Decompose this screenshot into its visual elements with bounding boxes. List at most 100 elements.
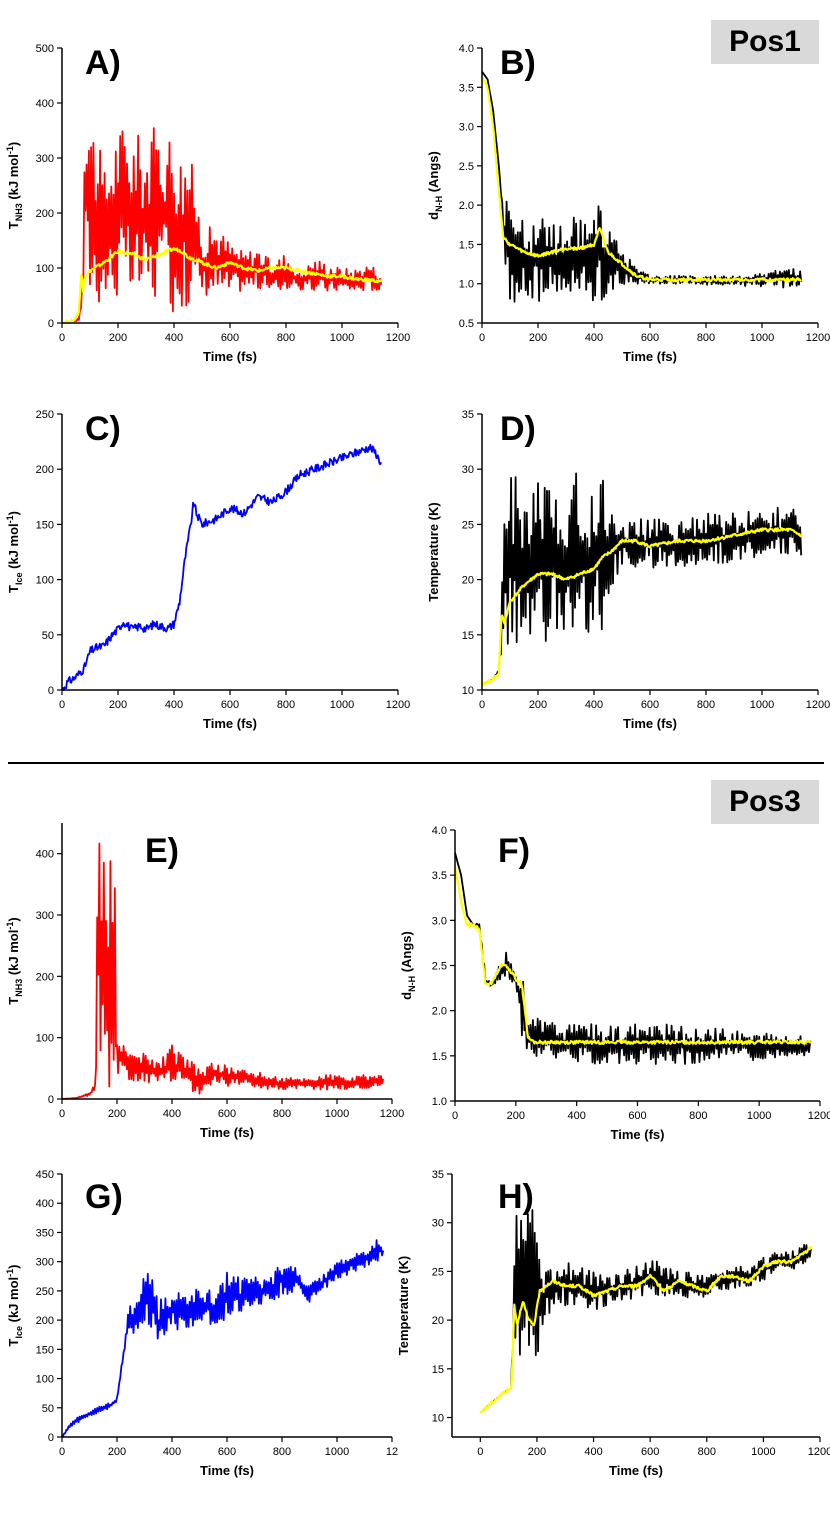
y-axis-label-F: dN-H (Angs) — [399, 931, 417, 1000]
x-tick-label-B: 400 — [585, 332, 603, 344]
y-axis-label-D: Temperature (K) — [426, 502, 441, 601]
series-B-raw — [481, 71, 803, 303]
x-axis-label-C: Time (fs) — [203, 716, 257, 731]
x-tick-label-E: 1200 — [380, 1108, 404, 1120]
y-tick-label-B: 3.5 — [459, 82, 474, 94]
y-tick-label-H: 25 — [432, 1266, 444, 1278]
x-axis-label-E: Time (fs) — [200, 1125, 254, 1140]
y-tick-label-H: 10 — [432, 1413, 444, 1425]
x-tick-label-C: 800 — [277, 699, 295, 711]
y-tick-label-G: 150 — [36, 1344, 54, 1356]
pos3-tag: Pos3 — [711, 780, 819, 824]
x-tick-label-F: 0 — [452, 1110, 458, 1122]
y-tick-label-A: 100 — [36, 263, 54, 275]
y-tick-label-B: 1.0 — [459, 279, 474, 291]
x-axis-label-F: Time (fs) — [611, 1127, 665, 1142]
x-tick-label-H: 0 — [477, 1446, 483, 1458]
x-tick-label-B: 200 — [529, 332, 547, 344]
x-tick-label-E: 600 — [218, 1108, 236, 1120]
x-tick-label-F: 200 — [507, 1110, 525, 1122]
x-tick-label-D: 800 — [697, 699, 715, 711]
series-A-smoothed — [61, 246, 383, 325]
series-C-raw — [61, 443, 383, 691]
x-tick-label-E: 400 — [163, 1108, 181, 1120]
y-axis-label-A: TNH3 (kJ mol-1) — [5, 142, 24, 229]
y-tick-label-G: 200 — [36, 1315, 54, 1327]
y-tick-label-D: 20 — [462, 575, 474, 587]
x-tick-label-H: 600 — [641, 1446, 659, 1458]
x-tick-label-G: 0 — [59, 1446, 65, 1458]
y-tick-label-G: 250 — [36, 1286, 54, 1298]
series-F-smoothed — [453, 866, 812, 1046]
y-tick-label-G: 50 — [42, 1403, 54, 1415]
panel-label-A: A) — [85, 44, 121, 82]
x-tick-label-G: 12 — [386, 1446, 398, 1458]
x-axis-label-B: Time (fs) — [623, 349, 677, 364]
y-axis-label-C: TIce (kJ mol-1) — [5, 511, 24, 593]
x-tick-label-B: 1200 — [806, 332, 830, 344]
panel-label-H: H) — [498, 1178, 534, 1216]
x-tick-label-A: 800 — [277, 332, 295, 344]
x-tick-label-C: 1000 — [330, 699, 354, 711]
y-tick-label-H: 20 — [432, 1315, 444, 1327]
x-tick-label-C: 1200 — [386, 699, 410, 711]
x-tick-label-H: 200 — [528, 1446, 546, 1458]
y-tick-label-C: 150 — [36, 519, 54, 531]
x-tick-label-D: 1000 — [750, 699, 774, 711]
y-tick-label-F: 2.5 — [432, 961, 447, 973]
x-tick-label-H: 1200 — [808, 1446, 830, 1458]
x-tick-label-G: 200 — [108, 1446, 126, 1458]
panel-label-E: E) — [145, 832, 179, 870]
x-tick-label-G: 400 — [163, 1446, 181, 1458]
x-tick-label-D: 400 — [585, 699, 603, 711]
y-tick-label-C: 250 — [36, 409, 54, 421]
x-axis-label-G: Time (fs) — [200, 1463, 254, 1478]
series-F-raw — [454, 852, 812, 1065]
y-tick-label-A: 0 — [48, 318, 54, 330]
x-tick-label-A: 1200 — [386, 332, 410, 344]
y-tick-label-B: 0.5 — [459, 318, 474, 330]
section-divider — [8, 762, 824, 764]
series-B-smoothed — [480, 75, 802, 283]
x-tick-label-F: 1200 — [808, 1110, 830, 1122]
x-tick-label-A: 200 — [109, 332, 127, 344]
panel-B: B) 0 200 400 600 800 1000 1200 0.5 1.0 1.5 2.0 2.5 3.… — [426, 43, 830, 364]
panel-F: F) 0 200 400 600 800 1000 1200 1.0 1.5 2.0 2.5 3.0 3.… — [399, 825, 830, 1142]
x-tick-label-E: 800 — [273, 1108, 291, 1120]
y-tick-label-G: 300 — [36, 1257, 54, 1269]
x-tick-label-C: 200 — [109, 699, 127, 711]
y-tick-label-E: 400 — [36, 849, 54, 861]
panel-D: D) 0 200 400 600 800 1000 1200 10 15 20 25 30 35 Time … — [426, 409, 830, 731]
y-axis-label-G: TIce (kJ mol-1) — [5, 1265, 24, 1347]
y-tick-label-D: 10 — [462, 685, 474, 697]
x-axis-label-H: Time (fs) — [609, 1463, 663, 1478]
y-tick-label-G: 100 — [36, 1374, 54, 1386]
x-tick-label-D: 600 — [641, 699, 659, 711]
x-tick-label-D: 0 — [479, 699, 485, 711]
x-axis-label-D: Time (fs) — [623, 716, 677, 731]
y-tick-label-C: 0 — [48, 685, 54, 697]
y-tick-label-D: 30 — [462, 464, 474, 476]
series-D-smoothed — [481, 527, 802, 686]
panel-label-C: C) — [85, 410, 121, 448]
panel-H: H) 0 200 400 600 800 1000 1200 10 15 20 25 30 35 Time … — [396, 1169, 830, 1478]
panel-label-F: F) — [498, 832, 530, 870]
series-G-raw — [61, 1239, 385, 1438]
series-H-raw — [479, 1209, 812, 1414]
x-tick-label-A: 0 — [59, 332, 65, 344]
panel-G: G) 0 200 400 600 800 1000 12 0 50 100 150 200 250 300 3… — [5, 1169, 398, 1478]
x-axis-label-A: Time (fs) — [203, 349, 257, 364]
panel-E: E) 0 200 400 600 800 1000 1200 0 100 200 300 400 Time… — [5, 823, 404, 1140]
y-tick-label-H: 30 — [432, 1218, 444, 1230]
x-tick-label-F: 600 — [628, 1110, 646, 1122]
series-D-raw — [481, 472, 803, 686]
y-tick-label-G: 350 — [36, 1227, 54, 1239]
series-H-smoothed — [479, 1245, 813, 1414]
x-tick-label-C: 400 — [165, 699, 183, 711]
pos1-tag: Pos1 — [711, 20, 819, 64]
x-tick-label-D: 200 — [529, 699, 547, 711]
y-tick-label-D: 15 — [462, 630, 474, 642]
y-tick-label-A: 200 — [36, 208, 54, 220]
x-tick-label-B: 800 — [697, 332, 715, 344]
panel-label-G: G) — [85, 1178, 123, 1216]
